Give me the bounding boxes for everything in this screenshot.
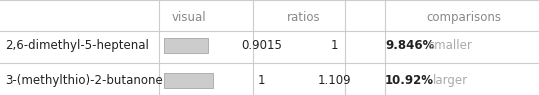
FancyBboxPatch shape: [164, 38, 208, 53]
FancyBboxPatch shape: [164, 73, 213, 88]
Text: 0.9015: 0.9015: [241, 39, 282, 52]
Text: visual: visual: [171, 11, 206, 24]
Text: 1.109: 1.109: [317, 74, 351, 87]
Text: ratios: ratios: [286, 11, 320, 24]
Text: comparisons: comparisons: [426, 11, 501, 24]
Text: 10.92%: 10.92%: [385, 74, 434, 87]
Text: larger: larger: [432, 74, 468, 87]
Text: 9.846%: 9.846%: [385, 39, 434, 52]
Text: 1: 1: [330, 39, 338, 52]
Text: 1: 1: [258, 74, 265, 87]
Text: 3-(methylthio)-2-butanone: 3-(methylthio)-2-butanone: [5, 74, 163, 87]
Text: 2,6-dimethyl-5-heptenal: 2,6-dimethyl-5-heptenal: [5, 39, 149, 52]
Text: smaller: smaller: [428, 39, 472, 52]
